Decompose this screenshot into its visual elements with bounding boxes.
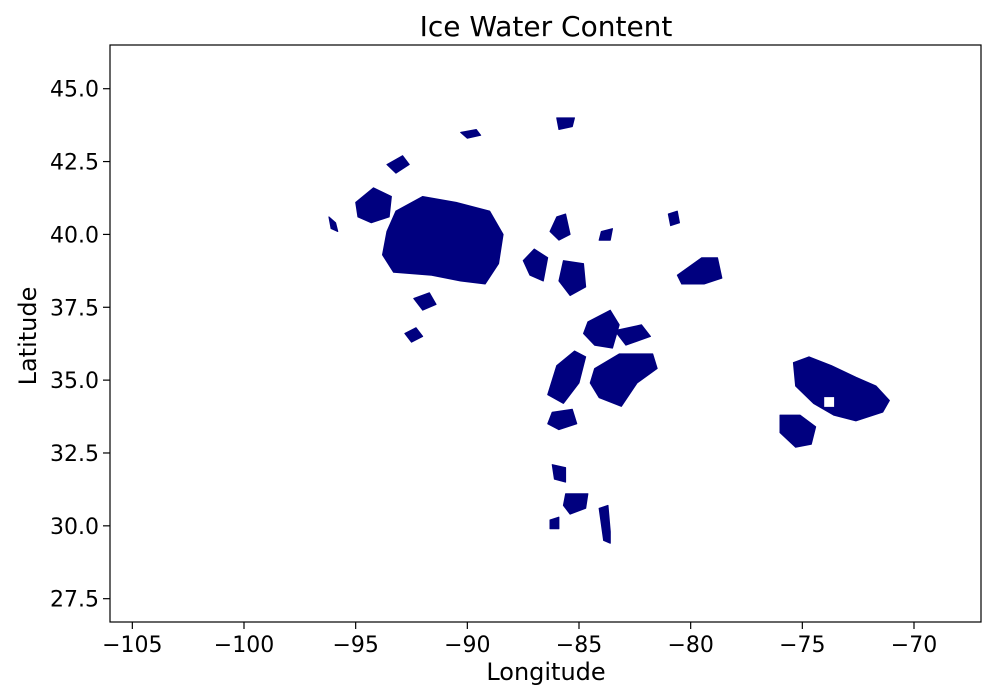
hole-atlantic-large-cell-hole: [824, 397, 835, 407]
region-virginia-band: [676, 257, 723, 285]
x-axis-label: Longitude: [486, 658, 605, 686]
region-nebraska-edge: [328, 216, 339, 232]
region-atlantic-small-cell: [779, 414, 817, 448]
x-tick-label: −85: [556, 633, 602, 658]
ice-water-holes: [824, 397, 835, 407]
region-lake-michigan-fleck: [460, 129, 482, 139]
x-tick-label: −75: [779, 633, 825, 658]
x-tick-label: −95: [332, 633, 378, 658]
x-tick-label: −105: [102, 633, 162, 658]
region-atlantic-large-cell: [792, 356, 890, 422]
region-missouri-south-patch: [413, 292, 437, 311]
region-florida-panhandle-cell: [562, 493, 589, 515]
region-indiana-north: [549, 213, 571, 241]
region-arkansas-north-flecks: [404, 327, 424, 343]
region-west-virginia-specks: [667, 210, 680, 227]
y-axis-ticks: 27.5 30.0 32.5 35.0 37.5 40.0 42.5 45.0: [50, 78, 110, 613]
region-iowa-northwest: [355, 187, 392, 224]
y-tick-label: 40.0: [50, 223, 99, 248]
region-minnesota-streak: [386, 155, 410, 174]
region-alabama-specks: [547, 408, 578, 431]
x-tick-label: −70: [891, 633, 937, 658]
region-gulf-coast-speck: [549, 516, 560, 530]
plot-frame: [109, 44, 982, 623]
x-tick-label: −100: [214, 633, 274, 658]
region-gulf-coast-cell: [551, 464, 567, 483]
region-indiana-cell: [522, 248, 549, 282]
y-tick-label: 32.5: [50, 442, 99, 467]
y-tick-label: 35.0: [50, 369, 99, 394]
region-tennessee-cell-west: [547, 350, 587, 404]
y-tick-label: 27.5: [50, 588, 99, 613]
x-tick-label: −80: [667, 633, 713, 658]
chart-title: Ice Water Content: [420, 10, 673, 43]
region-carolina-north-streak: [614, 324, 651, 346]
y-tick-label: 45.0: [50, 78, 99, 103]
y-tick-label: 42.5: [50, 151, 99, 176]
y-axis-label: Latitude: [14, 287, 42, 386]
y-tick-label: 30.0: [50, 515, 99, 540]
region-ohio-valley-main: [382, 196, 504, 285]
y-tick-label: 37.5: [50, 296, 99, 321]
ice-water-regions: [328, 117, 890, 544]
region-florida-coast-streak: [598, 504, 611, 544]
x-tick-label: −90: [444, 633, 490, 658]
region-kentucky-cell: [558, 260, 587, 297]
region-carolina-cell-main: [589, 353, 658, 407]
region-michigan-top: [556, 117, 575, 130]
x-axis-ticks: −105 −100 −95 −90 −85 −80 −75 −70: [102, 622, 937, 658]
region-tennessee-cell-center: [583, 309, 620, 349]
region-ohio-east-fleck: [598, 228, 613, 241]
